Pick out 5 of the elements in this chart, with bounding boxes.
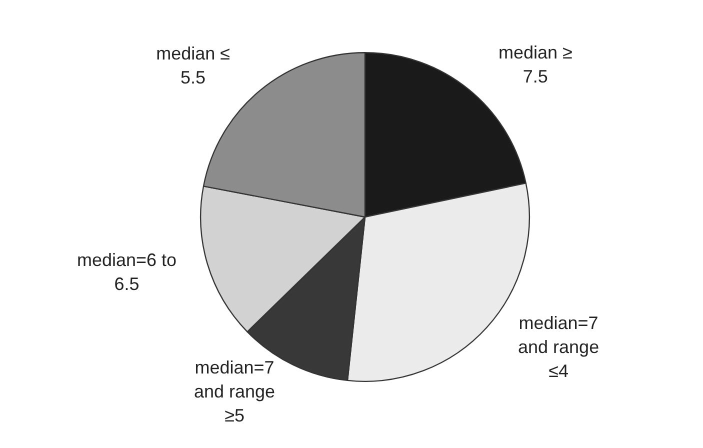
slice-label: median=6 to 6.5: [76, 250, 177, 294]
slice-label: median ≥ 7.5: [498, 42, 573, 87]
slice-label: median ≤ 5.5: [156, 44, 230, 88]
slice-label: median=7 and range ≥5: [194, 357, 276, 426]
slice-label: median=7 and range ≤4: [518, 312, 600, 381]
